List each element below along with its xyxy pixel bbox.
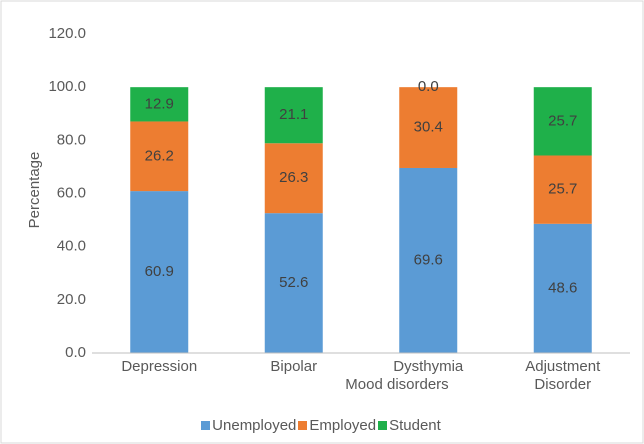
y-tick-label: 100.0 [48, 78, 86, 95]
data-label: 26.3 [279, 169, 308, 186]
bar-segment [130, 87, 189, 122]
legend-swatch [201, 421, 211, 430]
data-label: 60.9 [145, 263, 174, 280]
data-label: 52.6 [279, 274, 308, 291]
legend-label: Employed [309, 417, 377, 434]
data-label: 25.7 [548, 181, 577, 198]
x-axis-title: Mood disorders [345, 376, 448, 393]
y-tick-label: 20.0 [57, 291, 86, 308]
data-label: 48.6 [548, 279, 577, 296]
legend-item: Unemployed [201, 417, 296, 434]
bar-segment [264, 143, 323, 214]
x-tick-label: Dysthymia [393, 358, 464, 375]
y-tick-label: 0.0 [65, 344, 86, 361]
data-label: 21.1 [279, 106, 308, 123]
bar-segment [533, 155, 592, 224]
data-label: 26.2 [145, 147, 174, 164]
data-label: 30.4 [414, 119, 443, 136]
bar-segment [264, 213, 323, 353]
legend-swatch [378, 421, 388, 430]
y-tick-label: 40.0 [57, 238, 86, 255]
data-label: 12.9 [145, 95, 174, 112]
legend-label: Student [389, 417, 441, 434]
bar-segment [130, 121, 189, 192]
y-axis-title: Percentage [26, 152, 43, 229]
bar-segment [264, 87, 323, 144]
legend-item: Student [378, 417, 441, 434]
x-tick-label: Depression [121, 358, 198, 375]
legend-swatch [298, 421, 308, 430]
bar-segment [533, 87, 592, 156]
data-label: 25.7 [548, 112, 577, 129]
data-label: 0.0 [418, 78, 439, 95]
legend-item: Employed [298, 417, 376, 434]
legend-label: Unemployed [212, 417, 297, 434]
bar-segment [399, 87, 458, 168]
y-tick-label: 120.0 [48, 25, 86, 42]
x-tick-label: Adjustment Disorder [525, 358, 601, 393]
legend: Unemployed Employed Student [0, 417, 644, 434]
data-label: 69.6 [414, 251, 443, 268]
bar-segment [130, 191, 189, 353]
y-tick-label: 60.0 [57, 184, 86, 201]
y-tick-label: 80.0 [57, 131, 86, 148]
bar-segment [399, 167, 458, 353]
bar-segment [533, 223, 592, 353]
x-tick-label: Bipolar [270, 358, 318, 375]
